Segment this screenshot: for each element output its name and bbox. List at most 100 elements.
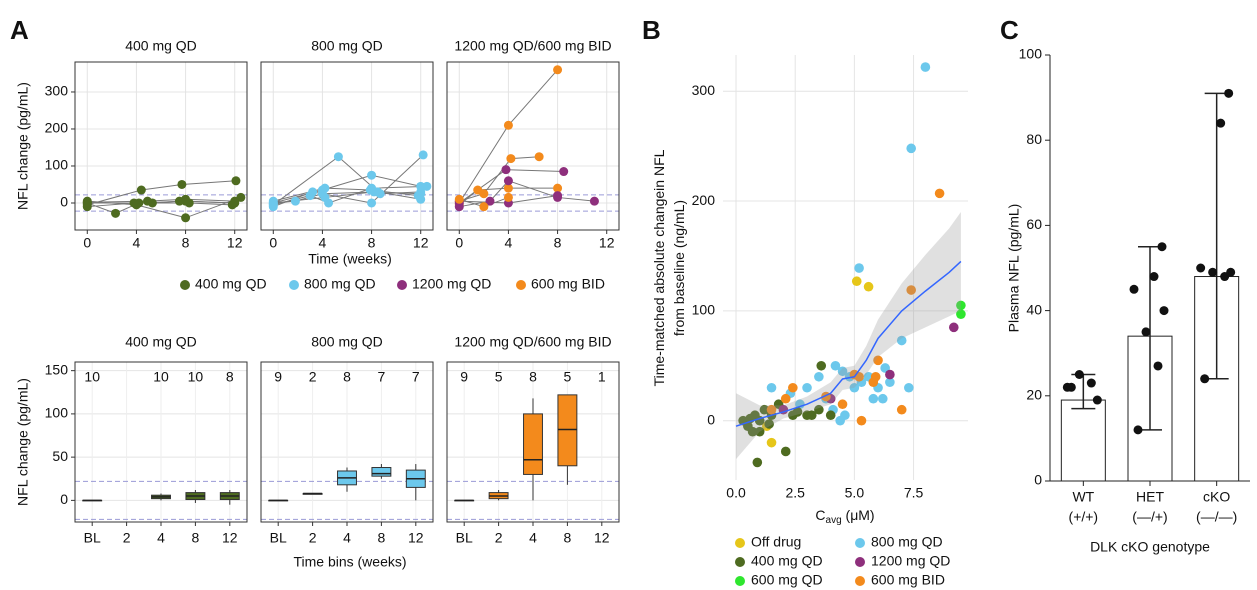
point xyxy=(290,196,300,206)
point xyxy=(766,437,777,448)
point xyxy=(870,371,881,382)
facet-title: 800 mg QD xyxy=(311,334,383,350)
legend-label: Off drug xyxy=(751,534,801,550)
y-tick-label: 100 xyxy=(45,157,69,173)
x-axis-label: DLK cKO genotype xyxy=(1090,539,1210,555)
point xyxy=(1216,118,1226,128)
facet-title: 800 mg QD xyxy=(311,38,383,54)
y-tick-label: 0 xyxy=(1034,472,1042,488)
point xyxy=(1092,395,1102,405)
facet-frame xyxy=(260,361,434,523)
legend-label: 600 mg BID xyxy=(531,276,605,292)
point xyxy=(454,194,464,204)
y-tick-label: 100 xyxy=(45,405,69,421)
point xyxy=(896,335,907,346)
x-tick-label: BL xyxy=(456,530,473,546)
point xyxy=(906,285,916,295)
subject-line xyxy=(273,174,421,204)
y-axis-label-line: from baseline (ng/mL) xyxy=(671,200,687,336)
x-tick-label: 2.5 xyxy=(785,485,805,501)
x-tick-label: 8 xyxy=(564,530,572,546)
x-tick-label: cKO xyxy=(1203,489,1230,505)
x-tick-sublabel: (—/—) xyxy=(1196,509,1237,525)
point xyxy=(473,185,483,195)
x-tick-label: 4 xyxy=(319,235,327,251)
point xyxy=(177,179,187,189)
point xyxy=(1141,327,1151,337)
facet-title: 1200 mg QD/600 mg BID xyxy=(454,38,611,54)
point xyxy=(814,404,824,415)
point xyxy=(896,404,907,415)
y-tick-label: 80 xyxy=(1026,131,1042,147)
y-tick-label: 150 xyxy=(45,361,69,377)
point xyxy=(825,410,836,421)
count-label: 8 xyxy=(529,369,537,385)
facet-title: 1200 mg QD/600 mg BID xyxy=(454,334,611,350)
point xyxy=(752,457,763,468)
point xyxy=(553,183,563,193)
facet-frame xyxy=(74,361,248,523)
x-tick-label: BL xyxy=(84,530,101,546)
legend-label: 800 mg QD xyxy=(304,276,376,292)
count-label: 8 xyxy=(226,369,234,385)
y-axis-label: NFL change (pg/mL) xyxy=(15,378,31,506)
y-tick-label: 100 xyxy=(1019,46,1043,62)
x-tick-label: 12 xyxy=(222,530,238,546)
y-axis-label-line: Time-matched absolute changein NFL xyxy=(651,149,667,386)
y-tick-label: 200 xyxy=(692,192,716,208)
panel-label: A xyxy=(10,15,29,45)
point xyxy=(181,213,191,223)
legend-label: 400 mg QD xyxy=(751,553,823,569)
y-tick-label: 20 xyxy=(1026,387,1042,403)
point xyxy=(553,191,563,201)
point xyxy=(764,419,774,429)
y-tick-label: 0 xyxy=(707,411,715,427)
x-tick-label: 12 xyxy=(599,235,615,251)
subject-line xyxy=(87,202,233,208)
x-tick-label: 4 xyxy=(133,235,141,251)
box-body xyxy=(523,413,543,475)
point xyxy=(485,196,495,206)
legend-marker xyxy=(855,538,865,548)
x-tick-label: 8 xyxy=(368,235,376,251)
y-tick-label: 0 xyxy=(60,194,68,210)
point xyxy=(1062,382,1072,392)
point xyxy=(1208,267,1218,277)
point xyxy=(856,415,867,426)
legend-marker xyxy=(735,576,745,586)
count-label: 10 xyxy=(153,369,169,385)
point xyxy=(1086,378,1096,388)
point xyxy=(906,143,916,154)
x-tick-label: 0 xyxy=(269,235,277,251)
point xyxy=(956,309,966,319)
count-label: 9 xyxy=(460,369,468,385)
point xyxy=(320,192,330,202)
point xyxy=(147,198,157,208)
point xyxy=(503,120,513,130)
bar xyxy=(1060,399,1106,482)
y-tick-label: 100 xyxy=(692,302,716,318)
point xyxy=(877,393,888,404)
point xyxy=(854,263,864,273)
point xyxy=(766,382,777,393)
point xyxy=(174,196,184,206)
point xyxy=(553,65,563,75)
point xyxy=(305,191,315,201)
facet-frame xyxy=(446,61,620,231)
point xyxy=(816,360,827,371)
x-axis-label-sub: avg xyxy=(826,515,842,526)
panel-label: C xyxy=(1000,15,1019,45)
x-tick-label: 5.0 xyxy=(845,485,865,501)
point xyxy=(479,202,489,212)
point xyxy=(1226,267,1236,277)
panel-label: B xyxy=(642,15,661,45)
y-tick-label: 40 xyxy=(1026,301,1042,317)
point xyxy=(1153,361,1163,371)
point xyxy=(503,183,513,193)
legend-marker xyxy=(289,280,299,290)
x-tick-label: 8 xyxy=(554,235,562,251)
x-tick-label: 2 xyxy=(309,530,317,546)
x-tick-label: HET xyxy=(1136,489,1164,505)
point xyxy=(268,198,278,208)
legend-label: 1200 mg QD xyxy=(412,276,491,292)
